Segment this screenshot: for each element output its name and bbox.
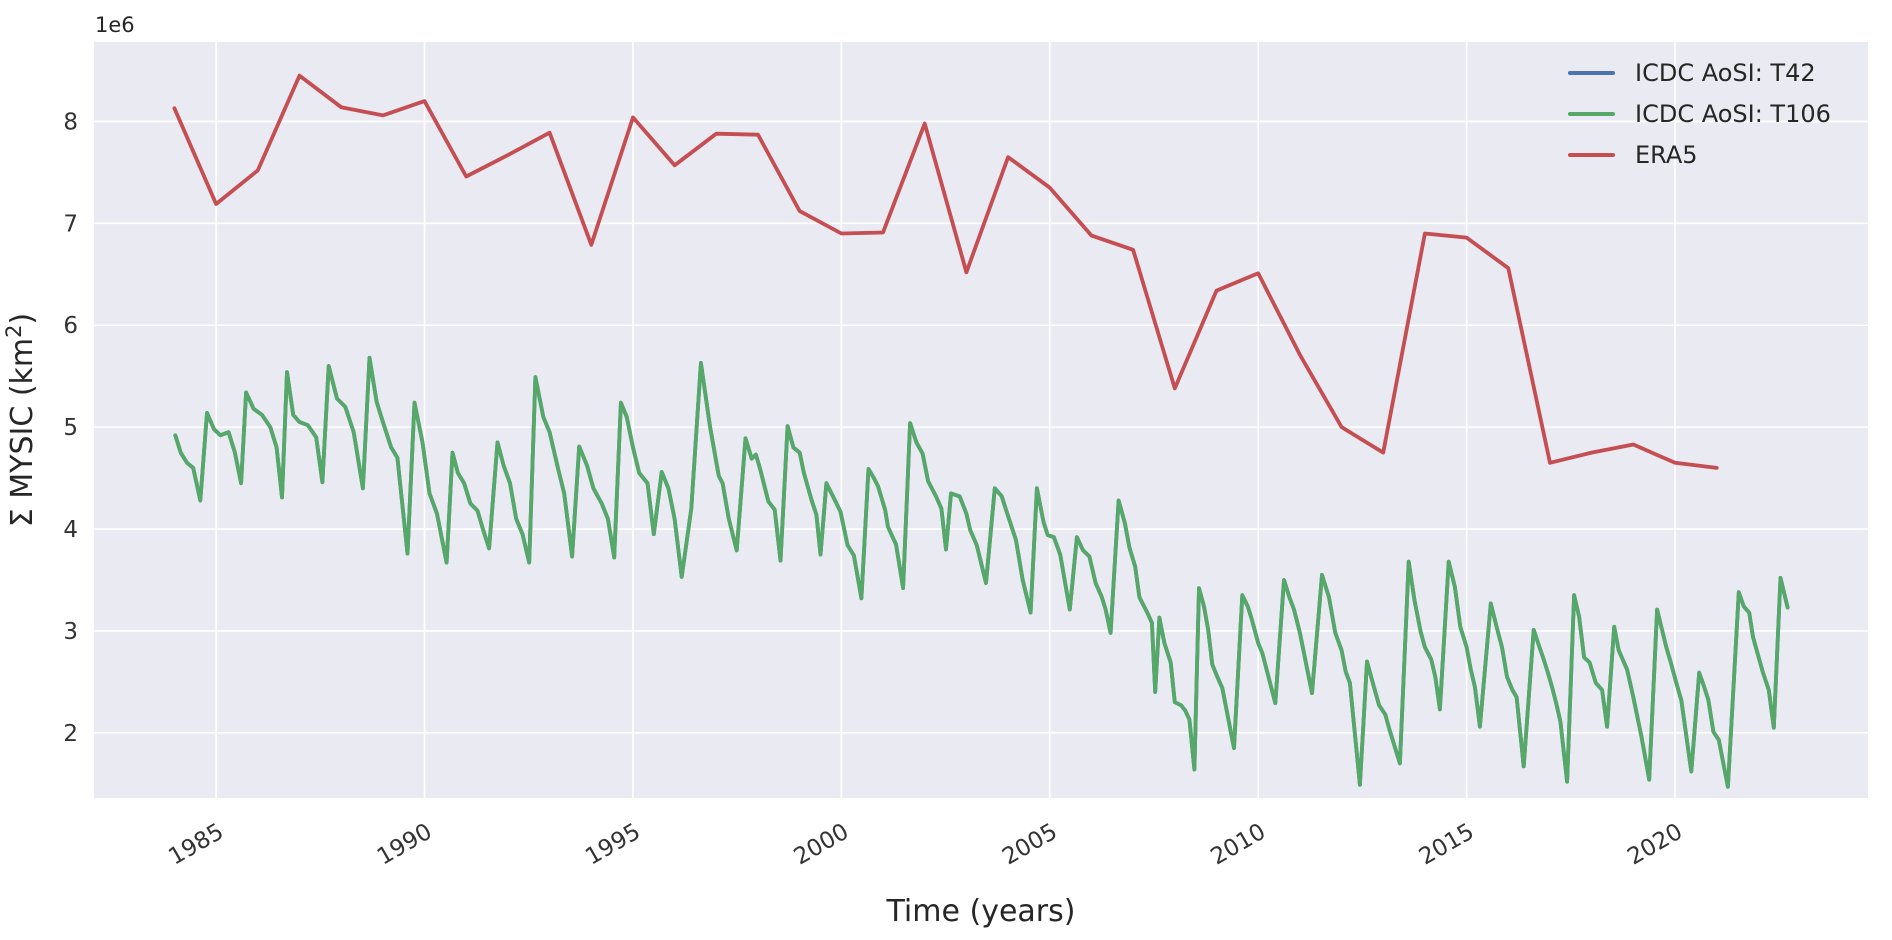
y-axis-label: Σ MYSIC (km2) [2, 313, 40, 527]
y-axis-label-superscript: 2 [2, 324, 26, 337]
series-line-icdc-aosi-t106 [173, 355, 1790, 789]
y-axis-offset-label: 1e6 [95, 13, 135, 37]
x-tick-label: 2010 [1206, 819, 1270, 871]
y-tick-label: 7 [63, 211, 78, 237]
legend-label-t106: ICDC AoSI: T106 [1635, 100, 1831, 128]
legend-item-t106: ICDC AoSI: T106 [1568, 99, 1831, 129]
y-tick-label: 8 [63, 109, 78, 135]
y-tick-label: 4 [63, 517, 78, 543]
legend-item-t42: ICDC AoSI: T42 [1568, 58, 1831, 88]
y-tick-labels: 2 3 4 5 6 7 8 [63, 109, 78, 746]
legend-label-t42: ICDC AoSI: T42 [1635, 59, 1816, 87]
x-axis-label: Time (years) [886, 894, 1076, 929]
y-axis-label-close: ) [5, 313, 40, 325]
y-tick-label: 2 [63, 721, 78, 747]
legend-line-swatch-t106 [1568, 111, 1615, 117]
x-tick-label: 2000 [790, 819, 854, 871]
legend-label-era5: ERA5 [1635, 141, 1698, 169]
y-tick-label: 5 [63, 415, 78, 441]
x-tick-label: 1995 [581, 819, 645, 871]
x-tick-label: 2015 [1415, 819, 1479, 871]
legend-line-swatch-era5 [1568, 152, 1615, 158]
data-series [172, 73, 1790, 789]
x-tick-label: 1990 [373, 819, 437, 871]
y-tick-label: 6 [63, 313, 78, 339]
legend-line-swatch-t42 [1568, 70, 1615, 76]
x-tick-label: 1985 [164, 819, 228, 871]
x-tick-labels: 1985 1990 1995 2000 2005 2010 2015 2020 [164, 819, 1687, 871]
series-line-era5 [172, 73, 1719, 470]
y-tick-label: 3 [63, 619, 78, 645]
legend: ICDC AoSI: T42 ICDC AoSI: T106 ERA5 [1568, 58, 1831, 170]
x-tick-label: 2005 [998, 819, 1062, 871]
x-tick-label: 2020 [1623, 819, 1687, 871]
y-axis-label-main: Σ MYSIC (km [5, 338, 40, 527]
legend-item-era5: ERA5 [1568, 140, 1831, 170]
